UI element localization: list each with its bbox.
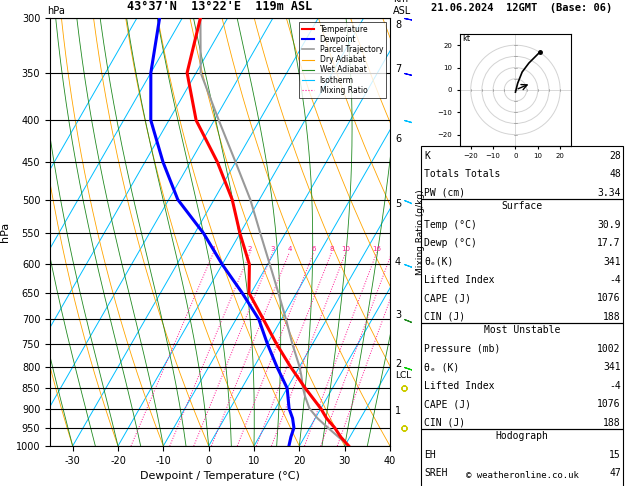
Text: 30.9: 30.9	[598, 220, 621, 229]
Text: 43°37'N  13°22'E  119m ASL: 43°37'N 13°22'E 119m ASL	[128, 0, 313, 13]
Text: -4: -4	[609, 381, 621, 391]
Text: 15: 15	[609, 450, 621, 460]
Text: Lifted Index: Lifted Index	[425, 275, 495, 285]
Text: 341: 341	[603, 257, 621, 266]
Text: 47: 47	[609, 468, 621, 478]
Text: Most Unstable: Most Unstable	[484, 326, 560, 335]
Text: 28: 28	[609, 151, 621, 161]
Y-axis label: hPa: hPa	[0, 222, 10, 242]
Text: hPa: hPa	[47, 5, 65, 16]
Text: PW (cm): PW (cm)	[425, 188, 465, 198]
Text: Pressure (mb): Pressure (mb)	[425, 344, 501, 354]
Text: Surface: Surface	[501, 201, 543, 211]
Text: 7: 7	[395, 64, 401, 74]
Text: CAPE (J): CAPE (J)	[425, 294, 471, 303]
Text: 188: 188	[603, 312, 621, 322]
Text: θₑ (K): θₑ (K)	[425, 363, 460, 372]
Text: 1076: 1076	[598, 399, 621, 409]
Text: 21.06.2024  12GMT  (Base: 06): 21.06.2024 12GMT (Base: 06)	[431, 3, 613, 13]
Text: 8: 8	[330, 246, 334, 252]
Text: 4: 4	[395, 257, 401, 267]
Text: θₑ(K): θₑ(K)	[425, 257, 454, 266]
Text: CIN (J): CIN (J)	[425, 312, 465, 322]
Text: © weatheronline.co.uk: © weatheronline.co.uk	[465, 471, 579, 480]
Text: 16: 16	[372, 246, 381, 252]
Text: 2: 2	[248, 246, 252, 252]
Text: Totals Totals: Totals Totals	[425, 169, 501, 179]
Text: 48: 48	[609, 169, 621, 179]
Legend: Temperature, Dewpoint, Parcel Trajectory, Dry Adiabat, Wet Adiabat, Isotherm, Mi: Temperature, Dewpoint, Parcel Trajectory…	[299, 22, 386, 98]
Text: kt: kt	[462, 34, 470, 43]
Text: EH: EH	[425, 450, 436, 460]
Text: LCL: LCL	[395, 371, 411, 380]
Text: 8: 8	[395, 20, 401, 30]
Text: km
ASL: km ASL	[393, 0, 411, 16]
Text: Temp (°C): Temp (°C)	[425, 220, 477, 229]
Text: 6: 6	[311, 246, 316, 252]
Text: 1: 1	[395, 406, 401, 417]
X-axis label: Dewpoint / Temperature (°C): Dewpoint / Temperature (°C)	[140, 471, 300, 481]
Text: 1002: 1002	[598, 344, 621, 354]
Text: Dewp (°C): Dewp (°C)	[425, 238, 477, 248]
Text: K: K	[425, 151, 430, 161]
Text: 188: 188	[603, 418, 621, 428]
Text: 6: 6	[395, 134, 401, 144]
Text: 10: 10	[342, 246, 350, 252]
Text: 3: 3	[270, 246, 275, 252]
Text: CIN (J): CIN (J)	[425, 418, 465, 428]
Text: 2: 2	[395, 360, 401, 369]
Text: 3.34: 3.34	[598, 188, 621, 198]
Text: Lifted Index: Lifted Index	[425, 381, 495, 391]
Text: SREH: SREH	[425, 468, 448, 478]
Text: CAPE (J): CAPE (J)	[425, 399, 471, 409]
Text: 3: 3	[395, 310, 401, 320]
Text: 1: 1	[211, 246, 216, 252]
Text: 341: 341	[603, 363, 621, 372]
Text: -4: -4	[609, 275, 621, 285]
Text: 5: 5	[395, 199, 401, 209]
Text: Hodograph: Hodograph	[496, 431, 548, 441]
Text: 4: 4	[287, 246, 292, 252]
Text: 1076: 1076	[598, 294, 621, 303]
Text: Mixing Ratio (g/kg): Mixing Ratio (g/kg)	[416, 189, 425, 275]
Text: 17.7: 17.7	[598, 238, 621, 248]
